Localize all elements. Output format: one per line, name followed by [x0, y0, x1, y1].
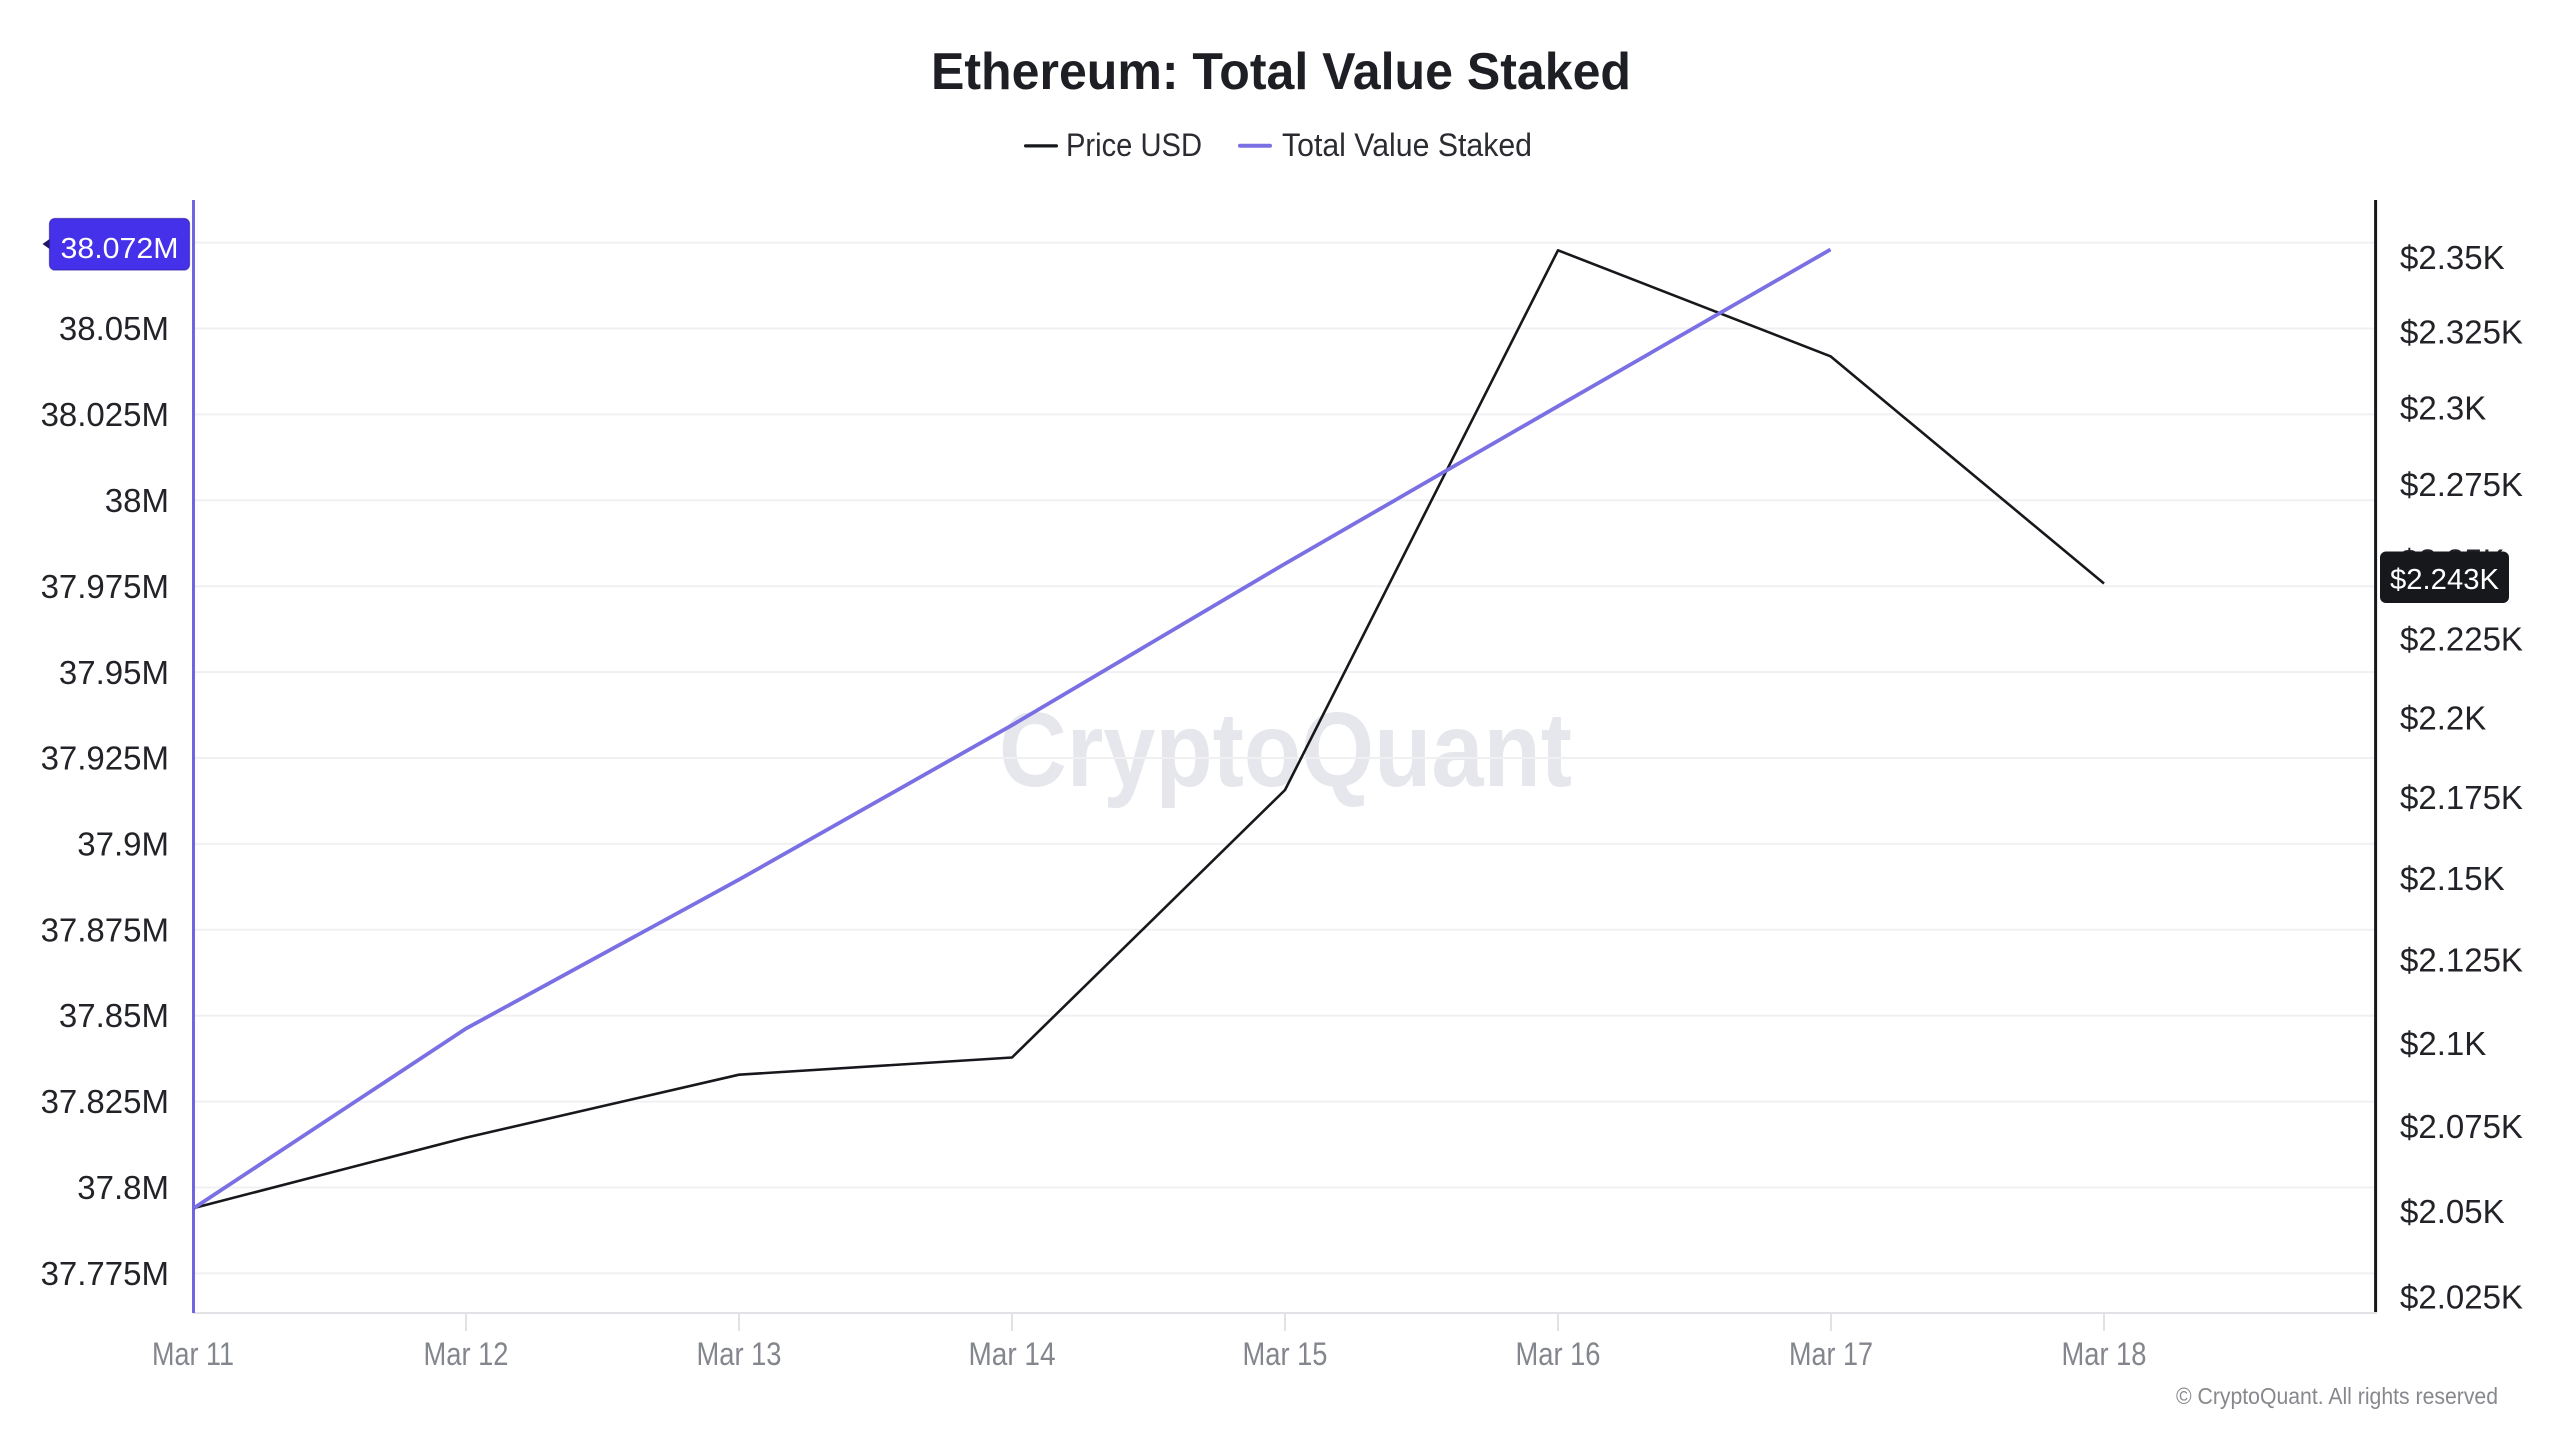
svg-text:Mar 17: Mar 17 [1789, 1336, 1873, 1372]
svg-text:Ethereum: Total Value Staked: Ethereum: Total Value Staked [931, 43, 1631, 101]
svg-text:Mar 11: Mar 11 [152, 1336, 234, 1372]
svg-text:$2.05K: $2.05K [2400, 1193, 2505, 1230]
svg-text:Mar 15: Mar 15 [1243, 1336, 1328, 1372]
svg-text:$2.175K: $2.175K [2400, 779, 2523, 816]
svg-text:$2.2K: $2.2K [2400, 700, 2486, 737]
svg-text:$2.225K: $2.225K [2400, 621, 2523, 658]
svg-text:$2.075K: $2.075K [2400, 1108, 2523, 1145]
svg-text:$2.35K: $2.35K [2400, 239, 2505, 276]
svg-text:© CryptoQuant. All rights rese: © CryptoQuant. All rights reserved [2176, 1383, 2498, 1409]
svg-text:$2.1K: $2.1K [2400, 1025, 2486, 1062]
svg-text:$2.025K: $2.025K [2400, 1279, 2523, 1316]
svg-text:38.05M: 38.05M [59, 310, 169, 347]
svg-text:37.775M: 37.775M [41, 1255, 169, 1292]
svg-text:$2.125K: $2.125K [2400, 942, 2523, 979]
svg-text:Mar 13: Mar 13 [697, 1336, 782, 1372]
svg-text:$2.325K: $2.325K [2400, 314, 2523, 351]
svg-text:37.85M: 37.85M [59, 997, 169, 1034]
svg-text:37.825M: 37.825M [41, 1083, 169, 1120]
svg-text:37.95M: 37.95M [59, 654, 169, 691]
svg-text:Mar 14: Mar 14 [969, 1336, 1056, 1372]
svg-text:37.875M: 37.875M [41, 912, 169, 949]
svg-text:$2.3K: $2.3K [2400, 390, 2486, 427]
svg-text:Mar 18: Mar 18 [2062, 1336, 2147, 1372]
svg-text:$2.243K: $2.243K [2390, 564, 2500, 596]
svg-text:$2.275K: $2.275K [2400, 466, 2523, 503]
svg-text:Mar 16: Mar 16 [1516, 1336, 1601, 1372]
svg-text:37.9M: 37.9M [77, 826, 169, 863]
svg-text:37.975M: 37.975M [41, 568, 169, 605]
svg-text:Total Value Staked: Total Value Staked [1282, 127, 1532, 163]
svg-text:37.8M: 37.8M [77, 1169, 169, 1206]
svg-text:38M: 38M [105, 482, 169, 519]
svg-text:Price USD: Price USD [1066, 127, 1202, 163]
svg-text:38.072M: 38.072M [61, 233, 179, 265]
svg-text:Mar 12: Mar 12 [424, 1336, 509, 1372]
svg-text:37.925M: 37.925M [41, 740, 169, 777]
svg-text:$2.15K: $2.15K [2400, 860, 2505, 897]
svg-text:38.025M: 38.025M [41, 396, 169, 433]
